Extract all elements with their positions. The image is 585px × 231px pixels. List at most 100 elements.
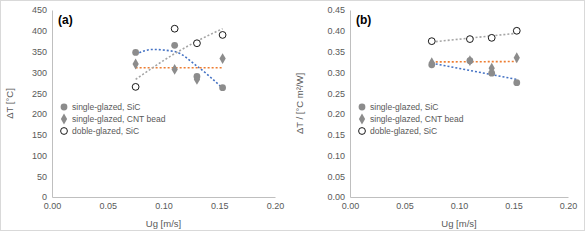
legend-symbol bbox=[359, 114, 365, 125]
legend: single-glazed, SiC single-glazed, CNT bea… bbox=[61, 102, 166, 136]
x-axis: 0.000.050.100.150.20 bbox=[44, 197, 285, 211]
data-point bbox=[171, 42, 178, 49]
axis-line bbox=[351, 197, 569, 198]
y-axis: 0 50 100 150 200 250 300 350 400 450 bbox=[32, 5, 53, 202]
point-group bbox=[171, 42, 178, 49]
tick: 0.20 bbox=[267, 197, 285, 211]
point-group bbox=[489, 63, 495, 74]
legend-symbol-group bbox=[359, 114, 365, 125]
trend-line bbox=[136, 67, 223, 69]
legend-item: single-glazed, CNT bead bbox=[61, 114, 166, 125]
legend-label: doble-glazed, SiC bbox=[370, 126, 437, 136]
tick: 0.05 bbox=[99, 197, 117, 211]
trend-line bbox=[136, 29, 223, 80]
plot-area bbox=[428, 27, 520, 86]
legend-label: single-glazed, CNT bead bbox=[370, 114, 464, 124]
legend-item: single-glazed, SiC bbox=[359, 102, 439, 112]
tick-label: 0 bbox=[42, 192, 47, 202]
tick-label: 250 bbox=[32, 88, 47, 98]
legend-label: doble-glazed, SiC bbox=[72, 126, 139, 136]
axis-line bbox=[53, 197, 276, 198]
y-axis-title: ΔT [°C] bbox=[4, 88, 15, 119]
tick: 0.25 bbox=[327, 88, 350, 98]
figure: 0.00 0.05 0.10 0.15 0.20 0 50 100 150 200 250 300 35… bbox=[0, 0, 585, 231]
tick-label: 0.15 bbox=[505, 201, 523, 211]
trend-line bbox=[432, 61, 517, 63]
legend-symbol-group bbox=[61, 114, 67, 125]
data-point bbox=[219, 53, 225, 64]
data-point bbox=[132, 49, 139, 56]
tick: 0.15 bbox=[211, 197, 229, 211]
point-group bbox=[467, 55, 473, 66]
tick-label: 0.15 bbox=[211, 201, 229, 211]
tick-label: 150 bbox=[32, 130, 47, 140]
tick-label: 0.20 bbox=[267, 201, 285, 211]
tick: 50 bbox=[37, 172, 52, 182]
tick-label: 0.30 bbox=[327, 68, 345, 78]
tick: 300 bbox=[32, 68, 52, 78]
tick-label: 100 bbox=[32, 151, 47, 161]
data-point bbox=[428, 38, 435, 45]
legend-symbol-group bbox=[61, 128, 68, 135]
tick: 150 bbox=[32, 130, 52, 140]
legend-item: single-glazed, SiC bbox=[61, 102, 141, 112]
y-axis-title: ΔT / [°C m²/W] bbox=[294, 73, 305, 134]
legend-item: doble-glazed, SiC bbox=[61, 126, 140, 136]
tick: 0.30 bbox=[327, 68, 350, 78]
axis-line bbox=[52, 11, 53, 198]
tick-label: 0.15 bbox=[327, 130, 345, 140]
tick: 0.15 bbox=[505, 197, 523, 211]
x-axis-title: Ug [m/s] bbox=[146, 218, 181, 229]
tick: 0.05 bbox=[327, 172, 350, 182]
point-group bbox=[171, 25, 178, 32]
tick: 350 bbox=[32, 47, 52, 57]
point-group bbox=[513, 27, 520, 34]
data-point bbox=[171, 25, 178, 32]
data-point bbox=[513, 79, 520, 86]
data-point bbox=[219, 84, 226, 91]
point-group bbox=[172, 64, 178, 75]
tick-label: 450 bbox=[32, 5, 47, 15]
tick: 100 bbox=[32, 151, 52, 161]
data-point bbox=[513, 27, 520, 34]
data-point bbox=[429, 57, 435, 68]
legend-item: doble-glazed, SiC bbox=[359, 126, 438, 136]
tick-label: 0.45 bbox=[327, 5, 345, 15]
tick: 0.40 bbox=[327, 26, 350, 36]
tick-label: 0.05 bbox=[99, 201, 117, 211]
tick: 0.10 bbox=[451, 197, 469, 211]
point-group bbox=[514, 52, 520, 63]
tick-label: 350 bbox=[32, 47, 47, 57]
tick: 250 bbox=[32, 88, 52, 98]
x-axis: 0.000.050.100.150.20 bbox=[342, 197, 578, 211]
data-point bbox=[514, 52, 520, 63]
data-point bbox=[132, 83, 139, 90]
legend-symbol bbox=[61, 128, 68, 135]
tick: 0.35 bbox=[327, 47, 350, 57]
legend-symbol-group bbox=[61, 104, 68, 111]
tick-label: 0.05 bbox=[396, 201, 414, 211]
tick: 0.10 bbox=[327, 151, 350, 161]
tick: 0.00 bbox=[327, 192, 350, 202]
tick-label: 0.35 bbox=[327, 47, 345, 57]
figure-border bbox=[1, 1, 585, 231]
point-group bbox=[132, 59, 138, 70]
tick-label: 0.10 bbox=[155, 201, 173, 211]
tick: 400 bbox=[32, 26, 52, 36]
data-point bbox=[467, 36, 474, 43]
panel-label: (a) bbox=[58, 13, 73, 27]
tick-label: 0.25 bbox=[327, 88, 345, 98]
legend-label: single-glazed, SiC bbox=[370, 102, 439, 112]
trend-line bbox=[136, 49, 223, 88]
legend-symbol bbox=[61, 104, 68, 111]
point-group bbox=[132, 83, 139, 90]
data-point bbox=[467, 55, 473, 66]
tick-label: 0.05 bbox=[327, 172, 345, 182]
tick-label: 200 bbox=[32, 109, 47, 119]
data-point bbox=[489, 63, 495, 74]
tick-label: 0.40 bbox=[327, 26, 345, 36]
tick-label: 0.00 bbox=[342, 201, 360, 211]
tick-label: 0.10 bbox=[451, 201, 469, 211]
data-point bbox=[132, 59, 138, 70]
tick-label: 0.10 bbox=[327, 151, 345, 161]
